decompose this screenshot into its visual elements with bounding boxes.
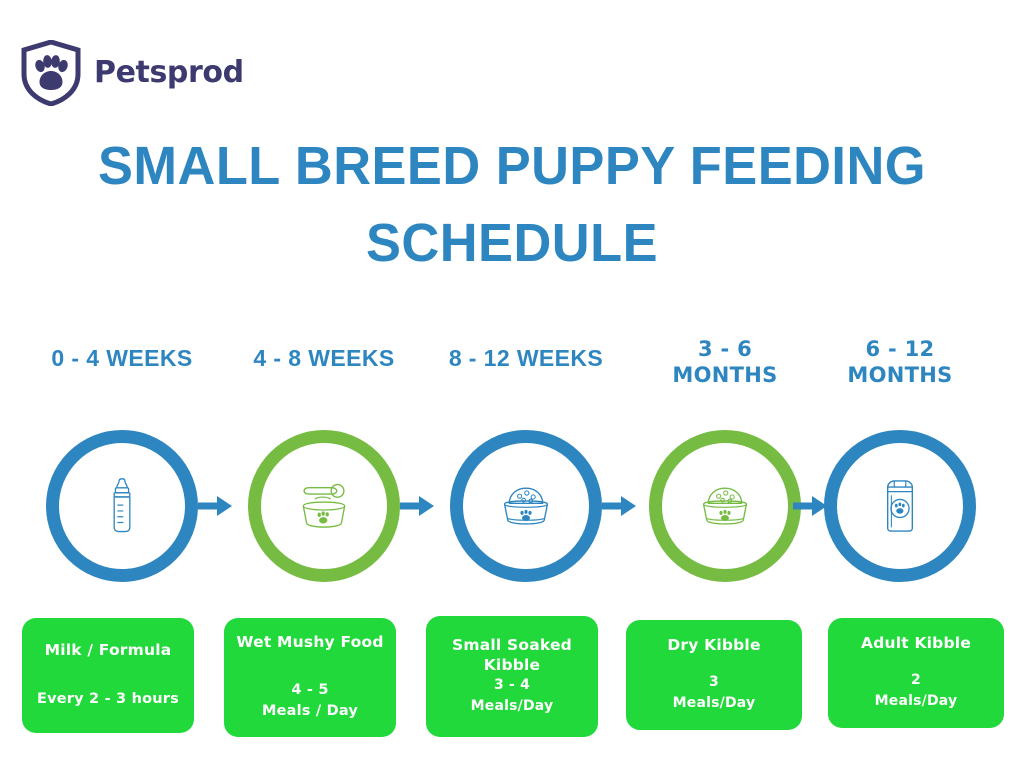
feeding-stage-timeline: 0 - 4 WEEKS 4 - 8 WEEKS — [0, 335, 1024, 605]
stage-icon-circle — [824, 430, 976, 582]
stage-age-label: 0 - 4 WEEKS — [51, 345, 193, 371]
stage-age-label-line-2: MONTHS — [847, 362, 953, 387]
stage-icon-circle — [450, 430, 602, 582]
stage-0-4-weeks: 0 - 4 WEEKS — [22, 335, 222, 605]
page-title-line-2: SCHEDULE — [365, 212, 659, 273]
arrow-right-icon — [602, 495, 636, 517]
stage-8-12-weeks: 8 - 12 WEEKS — [426, 335, 626, 605]
arrow-right-icon — [198, 495, 232, 517]
detail-frequency: Every 2 - 3 hours — [37, 690, 179, 707]
detail-box-4-8-weeks: Wet Mushy Food 4 - 5 Meals / Day — [224, 618, 396, 737]
stage-age-label: 8 - 12 WEEKS — [448, 345, 604, 371]
brand-name: Petsprod — [94, 55, 244, 90]
brand-logo: Petsprod — [20, 39, 244, 107]
feeding-detail-boxes: Milk / Formula Every 2 - 3 hours Wet Mus… — [0, 614, 1024, 744]
food-bowl-icon — [495, 484, 557, 529]
detail-box-3-6-months: Dry Kibble 3 Meals/Day — [626, 620, 802, 730]
detail-frequency-unit: Meals/Day — [470, 697, 554, 714]
stage-age-label-line-2: MONTHS — [672, 362, 778, 387]
detail-food-type: Adult Kibble — [861, 634, 971, 653]
page-title-line-1: SMALL BREED PUPPY FEEDING — [97, 136, 927, 196]
bowl-with-spoon-icon — [293, 481, 355, 531]
detail-frequency-unit: Meals / Day — [261, 703, 359, 720]
stage-4-8-weeks: 4 - 8 WEEKS — [224, 335, 424, 605]
detail-box-6-12-months: Adult Kibble 2 Meals/Day — [828, 618, 1004, 728]
stage-age-label-line-1: 3 - 6 — [697, 337, 753, 361]
detail-food-type: Wet Mushy Food — [236, 632, 384, 651]
arrow-right-icon — [400, 495, 434, 517]
detail-box-8-12-weeks: Small Soaked Kibble 3 - 4 Meals/Day — [426, 616, 598, 737]
kibble-bag-icon — [877, 477, 923, 535]
detail-box-0-4-weeks: Milk / Formula Every 2 - 3 hours — [22, 618, 194, 733]
baby-bottle-icon — [103, 478, 141, 534]
detail-food-type: Milk / Formula — [44, 641, 172, 660]
stage-age-label: 4 - 8 WEEKS — [253, 345, 395, 371]
detail-frequency-amount: 3 - 4 — [493, 676, 531, 693]
stage-age-label-line-1: 6 - 12 — [865, 337, 935, 361]
detail-frequency-unit: Meals/Day — [672, 694, 756, 711]
arrow-right-icon — [793, 495, 827, 517]
stage-age-label: 6 - 12 MONTHS — [800, 337, 1000, 388]
stage-icon-circle — [649, 430, 801, 582]
detail-frequency-unit: Meals/Day — [874, 692, 958, 709]
detail-food-type-line-2: Kibble — [483, 655, 541, 674]
detail-food-type-line-1: Small Soaked — [452, 636, 572, 655]
detail-frequency-amount: 2 — [911, 671, 921, 688]
detail-frequency-amount: 3 — [709, 673, 719, 690]
page-title: SMALL BREED PUPPY FEEDING SCHEDULE — [15, 128, 1008, 281]
stage-age-label: 3 - 6 MONTHS — [625, 337, 825, 388]
food-bowl-icon — [694, 484, 756, 529]
stage-icon-circle — [46, 430, 198, 582]
shield-paw-icon — [20, 39, 82, 107]
detail-food-type: Dry Kibble — [667, 636, 761, 655]
stage-3-6-months: 3 - 6 MONTHS — [625, 335, 825, 605]
stage-icon-circle — [248, 430, 400, 582]
stage-6-12-months: 6 - 12 MONTHS — [800, 335, 1000, 605]
detail-frequency-amount: 4 - 5 — [291, 682, 329, 699]
